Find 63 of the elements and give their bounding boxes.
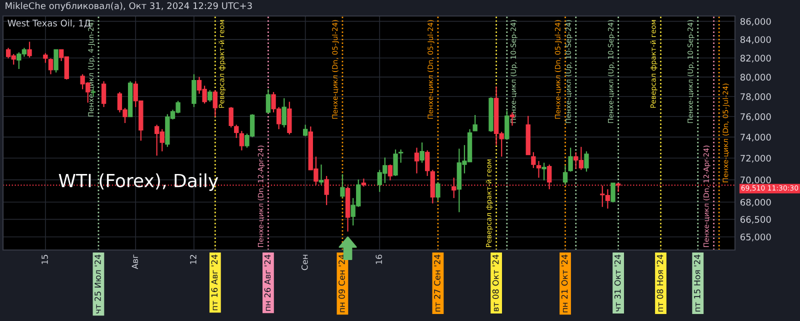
y-tick-label: 76,000 [740, 113, 771, 121]
candlestick [393, 148, 398, 177]
x-tick-label: 12 [190, 255, 196, 264]
x-tick-label: пн 21 Окт '24 [561, 254, 568, 312]
y-tick-label: 70,000 [740, 176, 771, 184]
candlestick [436, 182, 440, 202]
candlestick [531, 152, 536, 169]
candlestick [318, 164, 324, 186]
x-tick-label: вт 08 Окт '24 [492, 254, 499, 312]
y-tick-label: 84,000 [740, 36, 771, 44]
x-tick-label: чт 31 Окт '24 [614, 254, 621, 312]
candlestick [504, 110, 510, 140]
candlestick [48, 58, 54, 75]
candlestick [27, 41, 32, 58]
candlestick [414, 147, 420, 174]
y-tick-label: 74,000 [740, 134, 771, 142]
candlestick [425, 150, 430, 177]
candlestick [610, 182, 616, 204]
x-tick-label: пт 08 Ноя '24 [656, 254, 664, 312]
candlestick [584, 150, 589, 172]
candlestick [43, 52, 48, 64]
candlestick [228, 106, 234, 128]
x-tick-label: Авг [132, 254, 138, 270]
x-tick-label: 16 [376, 254, 382, 264]
candlestick [536, 160, 542, 178]
candlestick [101, 80, 106, 108]
text: MikleChe опубликовал(а), Окт 31, 2024 12:29 UTC+3 [6, 2, 252, 11]
text: WTI (Forex), Daily [58, 173, 218, 191]
chart-subtitle: West Texas Oil, 1Д [8, 20, 90, 28]
candlestick [340, 174, 345, 199]
candlestick [472, 114, 478, 132]
candlestick [208, 90, 212, 102]
y-tick-label: 78,000 [740, 93, 771, 101]
y-tick-label: 72,000 [740, 154, 771, 163]
candlestick [388, 164, 393, 181]
candlestick [542, 162, 546, 181]
x-tick-label: пт 27 Сен '24 [434, 254, 440, 312]
y-tick-label: 65,000 [740, 234, 771, 242]
candlestick [54, 49, 58, 74]
y-tick-label: 86,000 [740, 18, 771, 26]
y-tick-label: 68,000 [740, 198, 771, 207]
candlestick [282, 98, 286, 128]
candlestick [287, 101, 292, 135]
candlestick [303, 124, 308, 137]
candlestick [398, 148, 404, 164]
x-tick-label: пн 26 Авг '24 [264, 254, 271, 311]
candlestick [266, 88, 271, 114]
x-tick-label: Сен [301, 254, 308, 270]
candlestick [234, 124, 239, 139]
candlestick [212, 90, 218, 118]
candlestick [192, 74, 196, 108]
x-tick-label: пт 15 Ноя '24 [694, 254, 700, 312]
candlestick [452, 177, 456, 199]
candlestick [420, 142, 424, 164]
candlestick [568, 147, 573, 172]
x-tick-label: чт 25 Июл '24 [94, 254, 101, 314]
candlestick [239, 130, 244, 151]
x-tick-label: пт 16 Авг '24 [211, 254, 218, 310]
y-tick-label: 82,000 [740, 54, 771, 62]
candlestick [562, 164, 568, 186]
y-tick-label: 66,500 [740, 216, 771, 224]
y-tick-label: 80,000 [740, 74, 771, 82]
x-tick-label: 15 [42, 254, 48, 264]
